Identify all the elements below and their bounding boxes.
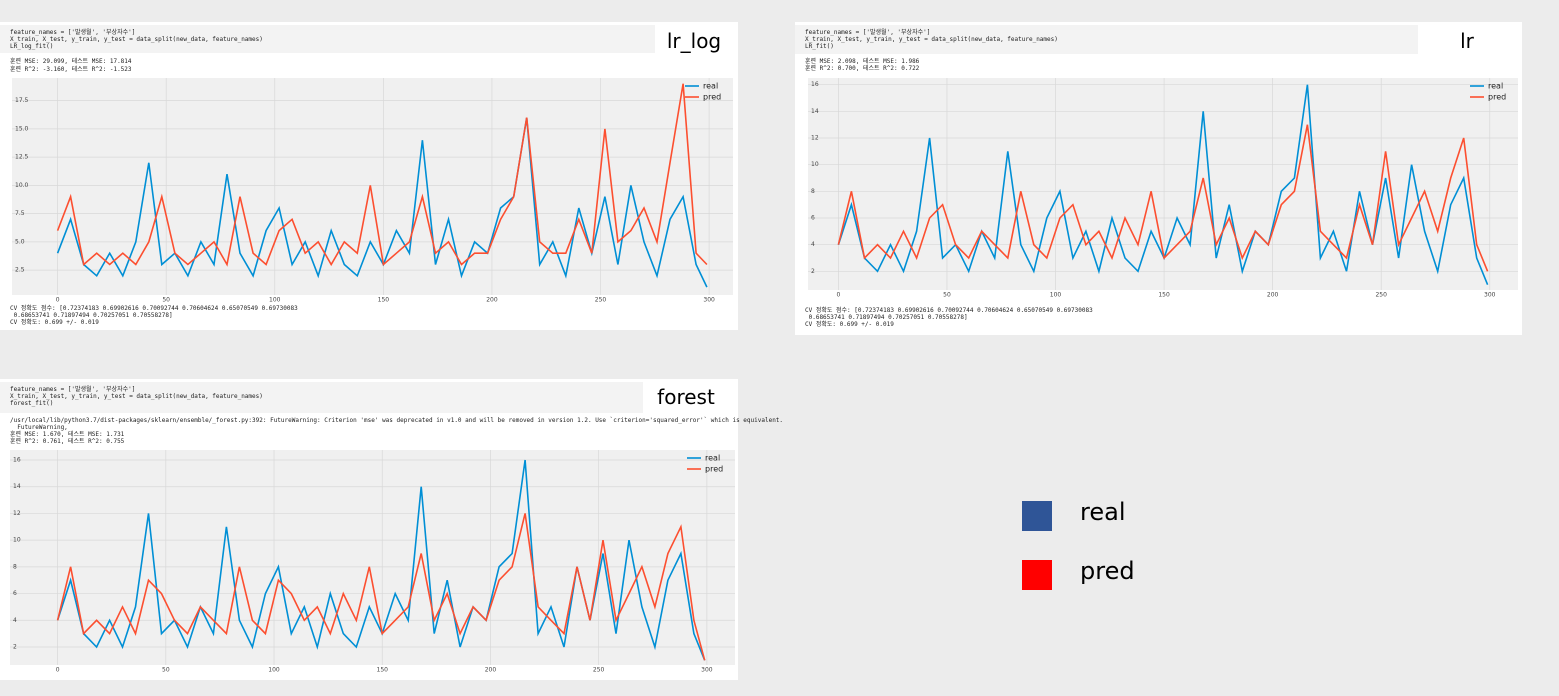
- plot-area: [12, 78, 733, 295]
- code-line: X_train, X_test, y_train, y_test = data_…: [10, 36, 263, 43]
- code-line: feature_names = ['발생월', '부상자수']: [10, 29, 136, 36]
- legend-label: pred: [1080, 557, 1135, 585]
- x-tick-label: 50: [943, 292, 951, 299]
- x-tick-label: 50: [162, 667, 170, 674]
- x-tick-label: 100: [268, 667, 280, 674]
- y-tick-label: 10.0: [15, 182, 29, 189]
- y-tick-label: 14: [811, 108, 819, 115]
- y-tick-label: 8: [811, 188, 815, 195]
- output-line: 훈련 R^2: -3.160, 테스트 R^2: -1.523: [10, 66, 132, 73]
- y-tick-label: 12: [811, 135, 819, 142]
- legend-swatch: [1022, 560, 1052, 590]
- x-tick-label: 250: [593, 667, 605, 674]
- cell-label: lr_log: [666, 29, 722, 53]
- cell-label: forest: [657, 385, 715, 409]
- y-tick-label: 14: [13, 483, 21, 490]
- cell-label: lr: [1460, 29, 1474, 53]
- legend-label: pred: [1488, 93, 1506, 102]
- footer-line: CV 정확도: 0.699 +/- 0.019: [805, 321, 894, 328]
- y-tick-label: 12.5: [15, 154, 29, 161]
- code-cell: [795, 25, 1418, 54]
- y-tick-label: 2: [13, 643, 17, 650]
- y-tick-label: 12: [13, 510, 21, 517]
- y-tick-label: 8: [13, 563, 17, 570]
- x-tick-label: 300: [1484, 292, 1496, 299]
- x-tick-label: 250: [1375, 292, 1387, 299]
- output-line: /usr/local/lib/python3.7/dist-packages/s…: [10, 417, 784, 424]
- x-tick-label: 200: [485, 667, 497, 674]
- output-line: 훈련 MSE: 2.098, 테스트 MSE: 1.986: [805, 58, 920, 65]
- code-line: X_train, X_test, y_train, y_test = data_…: [10, 393, 263, 400]
- y-tick-label: 4: [13, 617, 17, 624]
- x-tick-label: 0: [56, 297, 60, 304]
- x-tick-label: 300: [701, 667, 713, 674]
- footer-line: CV 정확도 점수: [0.72374183 0.69902616 0.7009…: [10, 305, 298, 312]
- y-tick-label: 10: [13, 537, 21, 544]
- x-tick-label: 150: [377, 667, 389, 674]
- code-line: X_train, X_test, y_train, y_test = data_…: [805, 36, 1058, 43]
- code-line: forest_fit(): [10, 400, 54, 407]
- y-tick-label: 16: [811, 81, 819, 88]
- code-line: feature_names = ['발생월', '부상자수']: [805, 29, 931, 36]
- legend-swatch: [1022, 501, 1052, 531]
- y-tick-label: 2.5: [15, 267, 25, 274]
- footer-line: 0.68653741 0.71897494 0.70257051 0.70558…: [10, 312, 173, 319]
- x-tick-label: 200: [486, 297, 498, 304]
- x-tick-label: 200: [1267, 292, 1279, 299]
- y-tick-label: 6: [13, 590, 17, 597]
- footer-line: 0.68653741 0.71897494 0.70257051 0.70558…: [805, 314, 968, 321]
- plot-area: [808, 78, 1518, 290]
- legend-label: real: [703, 82, 718, 91]
- y-tick-label: 4: [811, 241, 815, 248]
- y-tick-label: 17.5: [15, 97, 29, 104]
- output-line: 훈련 MSE: 1.670, 테스트 MSE: 1.731: [10, 431, 125, 438]
- output-line: 훈련 MSE: 29.099, 테스트 MSE: 17.814: [10, 58, 132, 65]
- legend-label: pred: [705, 465, 723, 474]
- code-cell: [0, 25, 655, 53]
- output-line: 훈련 R^2: 0.700, 테스트 R^2: 0.722: [805, 65, 920, 72]
- y-tick-label: 16: [13, 457, 21, 464]
- output-line: 훈련 R^2: 0.761, 테스트 R^2: 0.755: [10, 438, 125, 445]
- y-tick-label: 6: [811, 215, 815, 222]
- legend-label: real: [1488, 82, 1503, 91]
- y-tick-label: 2: [811, 268, 815, 275]
- x-tick-label: 100: [1050, 292, 1062, 299]
- legend-label: real: [705, 454, 720, 463]
- legend-label: real: [1080, 498, 1126, 526]
- x-tick-label: 0: [56, 667, 60, 674]
- series-line: [56, 513, 706, 661]
- code-line: LR_fit(): [805, 43, 834, 50]
- y-tick-label: 15.0: [15, 125, 29, 132]
- x-tick-label: 0: [836, 292, 840, 299]
- output-line: FutureWarning,: [10, 424, 68, 431]
- code-line: LR_log_fit(): [10, 43, 54, 50]
- code-cell: [0, 382, 643, 413]
- footer-line: CV 정확도 점수: [0.72374183 0.69902616 0.7009…: [805, 307, 1093, 314]
- x-tick-label: 100: [269, 297, 281, 304]
- x-tick-label: 250: [595, 297, 607, 304]
- y-tick-label: 10: [811, 161, 819, 168]
- series-line: [837, 124, 1489, 272]
- series-line: [56, 83, 708, 267]
- y-tick-label: 5.0: [15, 238, 25, 245]
- legend-label: pred: [703, 93, 721, 102]
- footer-line: CV 정확도: 0.699 +/- 0.019: [10, 319, 99, 326]
- x-tick-label: 150: [1158, 292, 1170, 299]
- y-tick-label: 7.5: [15, 210, 25, 217]
- plot-area: [10, 450, 735, 665]
- x-tick-label: 300: [703, 297, 715, 304]
- code-line: feature_names = ['발생월', '부상자수']: [10, 386, 136, 393]
- x-tick-label: 50: [162, 297, 170, 304]
- x-tick-label: 150: [378, 297, 390, 304]
